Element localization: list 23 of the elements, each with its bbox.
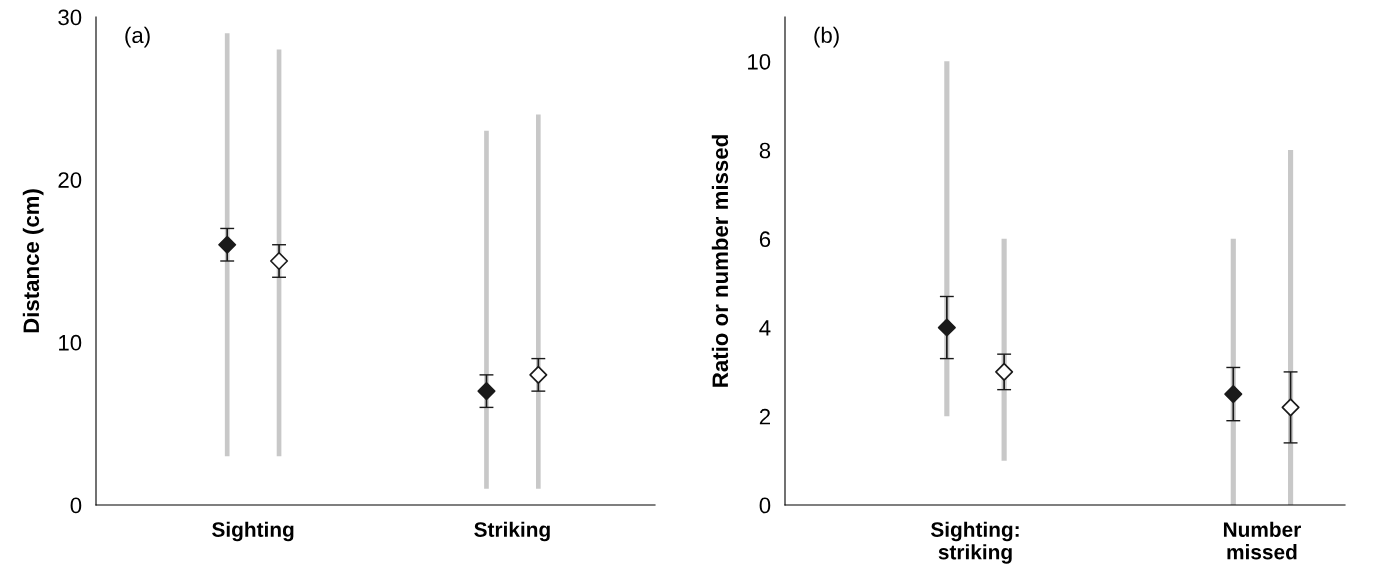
y-tick-label: 0: [759, 497, 771, 514]
bar: [224, 33, 230, 457]
y-tick-label: 2: [759, 408, 770, 425]
bar: [535, 114, 541, 489]
y-tick-label: 4: [759, 320, 771, 336]
bar: [1288, 150, 1294, 505]
bar: [484, 130, 489, 489]
y-axis-title: Distance (cm): [22, 189, 44, 333]
x-tick-label: Striking: [474, 521, 550, 542]
y-tick-label: 20: [58, 172, 82, 188]
annotation: (b): [814, 26, 839, 48]
y-tick-label: 10: [748, 53, 771, 70]
bar: [1001, 238, 1007, 461]
annotation: (a): [125, 26, 150, 48]
y-tick-label: 0: [70, 497, 82, 514]
y-tick-label: 6: [759, 231, 771, 248]
x-tick-label: Sighting: striking: [930, 521, 1019, 564]
y-tick-label: 30: [58, 9, 82, 26]
x-tick-label: Sighting: [212, 521, 294, 542]
y-axis-title: Ratio or number missed: [711, 135, 729, 387]
y-tick-label: 8: [759, 142, 771, 159]
x-tick-label: Number missed: [1223, 521, 1301, 560]
y-tick-label: 10: [59, 334, 82, 351]
